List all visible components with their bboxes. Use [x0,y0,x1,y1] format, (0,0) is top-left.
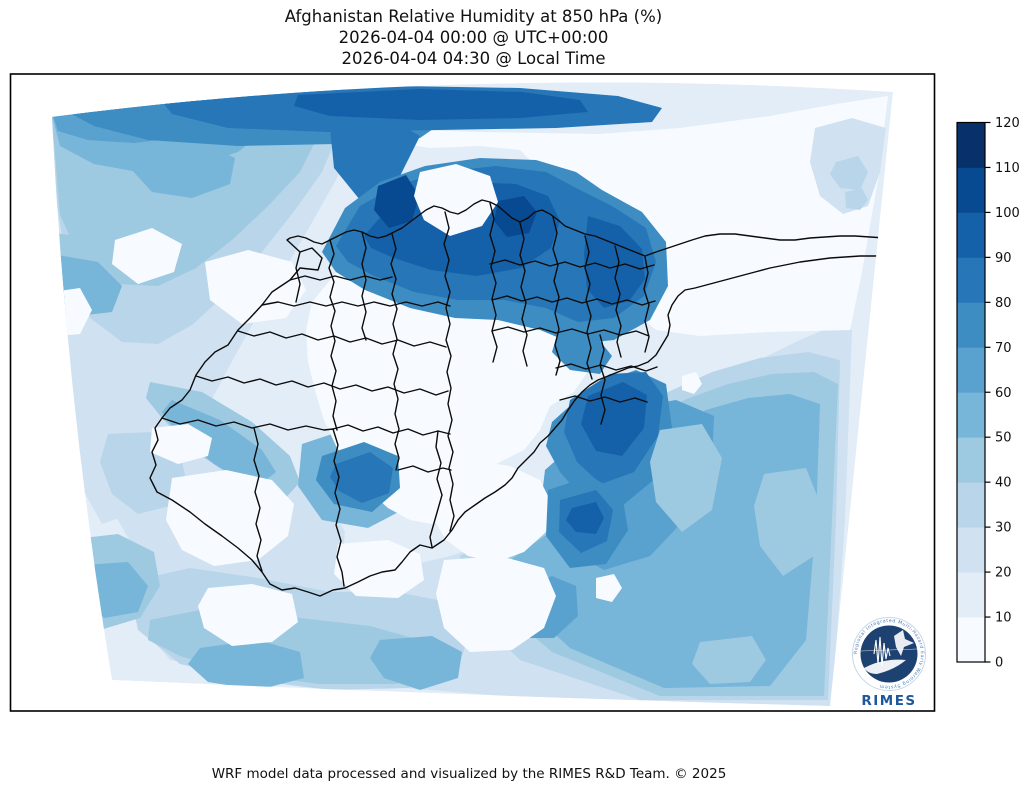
contour-region-0-10-32 [166,470,294,566]
footer-credit: WRF model data processed and visualized … [211,766,727,782]
colorbar-tick-label-30: 30 [995,521,1012,536]
logo-seismogram-icon [873,636,891,667]
admin-boundary-15 [237,330,447,348]
admin-boundary-3 [361,231,367,341]
rimes-logo: Regional Integrated Multi-Hazard Early W… [852,617,926,709]
colorbar-tick-label-100: 100 [995,206,1020,221]
contour-region-0-10-33 [198,584,298,646]
contour-region-40-50-64 [692,636,766,684]
colorbar-ticks: 0 10 20 30 40 50 60 70 80 90 100 110 120 [985,116,1020,671]
admin-boundary-12 [599,334,606,425]
colorbar-tick-label-70: 70 [995,341,1012,356]
colorbar-tick-label-40: 40 [995,476,1012,491]
colorbar-segment-6 [957,347,985,393]
contour-region-90-100-59 [566,502,604,534]
contour-region-50-60-21 [510,394,820,688]
colorbar-segment-0 [957,617,985,663]
contour-region-0-10-36 [150,424,212,464]
admin-boundary-25 [253,427,263,572]
admin-boundary-14 [261,301,451,307]
colorbar-segment-1 [957,572,985,618]
contour-region-0-10-38 [682,372,702,394]
contour-region-100-110-50 [374,175,419,228]
colorbar-tick-label-80: 80 [995,296,1012,311]
colorbar-tick-label-0: 0 [995,656,1003,671]
logo-wave-swoosh [864,659,906,674]
colorbar: 0 10 20 30 40 50 60 70 80 90 100 110 120 [956,116,1020,671]
colorbar-segment-5 [957,392,985,438]
contour-region-0-10-30 [205,250,306,324]
colorbar-segment-7 [957,302,985,348]
contour-region-0-10-52 [414,164,498,236]
axes-frame [9,73,936,712]
contour-region-0-10-37 [596,574,622,602]
colorbar-tick-label-90: 90 [995,251,1012,266]
title-line-2: 2026-04-04 00:00 @ UTC+00:00 [338,28,609,47]
admin-boundary-13 [289,275,393,281]
colorbar-tick-label-60: 60 [995,386,1012,401]
colorbar-segment-9 [957,212,985,258]
admin-boundary-9 [584,235,593,380]
admin-boundary-1 [295,251,301,303]
admin-boundary-26 [332,428,345,587]
admin-boundary-2 [328,239,338,431]
contour-region-90-100-49 [584,216,645,308]
colorbar-tick-label-120: 120 [995,116,1020,131]
colorbar-segment-11 [957,122,985,168]
admin-boundaries-layer [149,199,893,597]
logo-wordmark: RIMES [861,693,916,709]
contour-region-50-60-15 [132,142,235,198]
admin-boundary-16 [195,375,449,396]
colorbar-tick-label-50: 50 [995,431,1012,446]
admin-boundary-4 [390,233,400,471]
colorbar-tick-label-10: 10 [995,611,1012,626]
contour-region-80-90-45 [330,120,420,200]
contour-region-0-10-29 [112,228,182,284]
contour-region-90-100-44 [294,89,588,120]
contour-region-0-10-34 [334,540,424,598]
colorbar-tick-label-20: 20 [995,566,1012,581]
admin-boundary-24 [161,417,334,431]
admin-boundary-5 [443,211,455,532]
admin-boundary-7 [519,222,528,367]
colorbar-segments [957,122,985,663]
contour-region-50-60-19 [188,640,304,690]
title-line-3: 2026-04-04 04:30 @ Local Time [341,49,606,68]
contour-fill-layer [52,82,893,706]
colorbar-segment-2 [957,527,985,573]
contour-region-50-60-20 [370,636,462,690]
colorbar-segment-8 [957,257,985,303]
contour-region-0-10-35 [436,556,556,652]
colorbar-tick-label-110: 110 [995,161,1020,176]
admin-boundary-22 [555,363,658,372]
title-line-1: Afghanistan Relative Humidity at 850 hPa… [284,7,663,26]
contour-region-80-90-61 [330,452,393,503]
admin-boundary-0 [149,199,893,597]
contour-region-30-40-41 [845,188,868,210]
admin-boundary-6 [489,202,498,363]
logo-horizon-line [860,648,918,652]
contour-region-100-110-51 [494,196,537,237]
admin-boundary-20 [491,295,656,306]
admin-boundary-11 [643,256,650,353]
admin-boundary-8 [552,216,561,376]
contour-region-90-100-56 [581,382,647,456]
admin-boundary-27 [429,430,443,548]
contour-region-40-50-63 [754,468,822,576]
contour-region-70-80-53 [552,332,612,374]
contour-region-30-40-40 [830,156,868,190]
contour-region-40-50-62 [650,424,722,532]
colorbar-segment-3 [957,482,985,528]
colorbar-segment-10 [957,167,985,213]
colorbar-segment-4 [957,437,985,483]
admin-boundary-17 [332,424,451,436]
figure-title: Afghanistan Relative Humidity at 850 hPa… [0,6,947,69]
admin-boundary-23 [559,395,648,403]
admin-boundary-18 [397,465,452,473]
admin-boundary-19 [489,259,655,270]
admin-boundary-21 [491,326,650,337]
contour-region-0-10-27 [426,460,552,562]
